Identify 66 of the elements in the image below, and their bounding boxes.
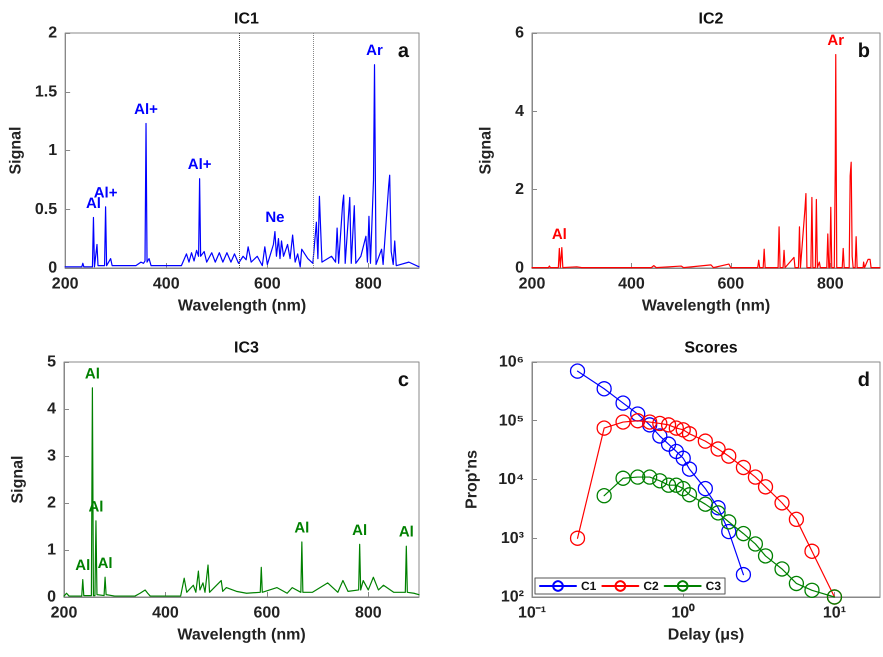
annotation: Al	[84, 365, 100, 382]
y-tick-label: 10⁵	[498, 412, 524, 430]
y-tick-label: 6	[515, 24, 524, 42]
x-tick-label: 600	[254, 276, 281, 292]
y-tick-label: 0	[515, 260, 524, 276]
x-axis-title: Wavelength (nm)	[642, 298, 770, 314]
x-tick-label: 400	[152, 604, 179, 622]
y-tick-label: 2	[48, 24, 58, 42]
x-tick-label: 600	[718, 276, 744, 292]
annotation: d	[858, 369, 870, 391]
chart-title: Scores	[684, 340, 738, 356]
annotation: c	[398, 369, 409, 391]
y-tick-label: 10⁴	[498, 471, 524, 488]
x-tick-label: 10⁻¹	[518, 604, 546, 622]
annotation: Ne	[265, 209, 285, 226]
annotation: Ar	[366, 42, 384, 60]
annotation: Al	[98, 554, 113, 572]
chart-title: IC3	[234, 340, 260, 356]
x-tick-label: 200	[50, 604, 78, 622]
chart-title: IC1	[234, 10, 260, 28]
y-tick-label: 5	[47, 354, 56, 370]
y-tick-label: 10³	[500, 530, 524, 547]
y-tick-label: 0	[47, 588, 56, 606]
y-tick-label: 1	[48, 142, 58, 159]
y-tick-label: 2	[515, 181, 524, 198]
x-tick-label: 200	[52, 276, 79, 292]
annotation: b	[858, 40, 870, 62]
x-tick-label: 400	[152, 276, 180, 292]
annotation: Ar	[827, 32, 844, 50]
x-tick-label: 600	[254, 604, 280, 622]
x-axis-title: Delay (μs)	[668, 626, 744, 644]
annotation: Al	[552, 226, 567, 243]
annotation: Al	[352, 522, 368, 539]
y-tick-label: 1.5	[34, 83, 58, 100]
y-axis-title: Signal	[10, 455, 26, 504]
x-tick-label: 800	[354, 604, 382, 622]
y-tick-label: 2	[47, 494, 56, 512]
annotation: Al	[398, 524, 414, 541]
y-tick-label: 10²	[500, 588, 524, 606]
x-tick-label: 10⁰	[671, 604, 696, 622]
annotation: a	[398, 40, 410, 62]
y-tick-label: 4	[47, 400, 56, 418]
x-tick-label: 200	[518, 276, 546, 292]
y-axis-title: Signal	[478, 126, 494, 175]
x-tick-label: 400	[618, 276, 645, 292]
y-axis-title: Prop'ns	[464, 450, 480, 509]
annotation: Al	[75, 557, 90, 574]
annotation: Al+	[134, 100, 158, 118]
x-axis-title: Wavelength (nm)	[178, 298, 306, 314]
annotation: Al+	[188, 156, 212, 174]
y-tick-label: 10⁶	[498, 354, 524, 370]
x-tick-label: 10¹	[822, 604, 846, 622]
x-tick-label: 800	[816, 276, 844, 292]
x-axis-title: Wavelength (nm)	[177, 626, 306, 644]
y-tick-label: 0	[48, 260, 58, 276]
x-tick-label: 800	[355, 276, 382, 292]
y-tick-label: 4	[515, 102, 524, 120]
y-tick-label: 0.5	[34, 200, 58, 218]
legend-label: C2	[643, 579, 660, 593]
y-tick-label: 1	[47, 542, 56, 558]
annotation: Al	[294, 520, 310, 537]
legend-label: C1	[581, 579, 597, 593]
y-axis-title: Signal	[8, 126, 24, 175]
chart-title: IC2	[698, 10, 724, 28]
legend-label: C3	[706, 579, 722, 593]
y-tick-label: 3	[47, 448, 56, 464]
